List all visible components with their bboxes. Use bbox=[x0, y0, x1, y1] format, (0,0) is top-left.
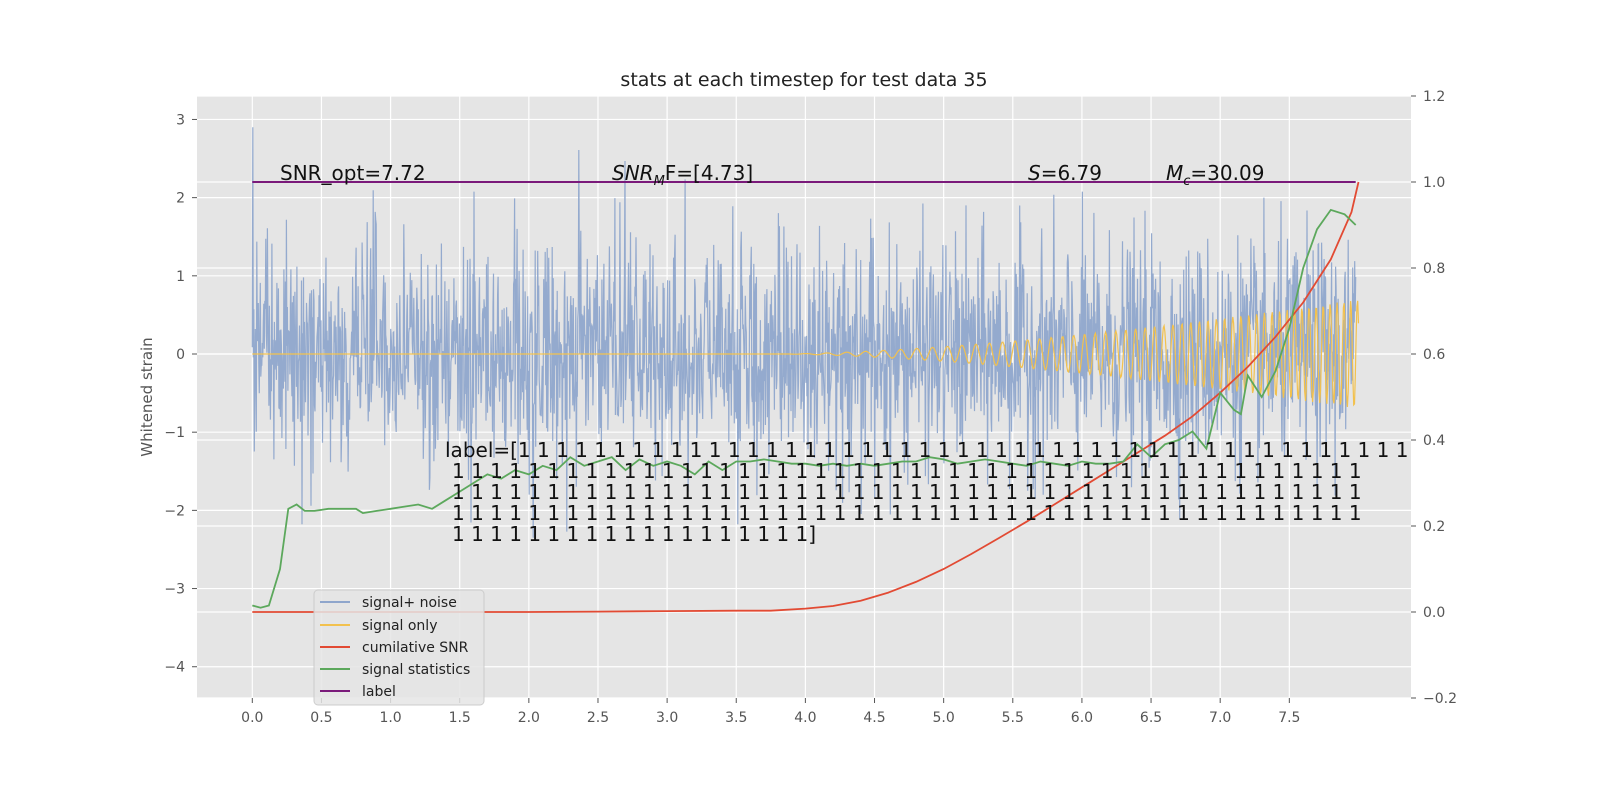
y-axis-right-ticks: −0.2 0.0 0.2 0.4 0.6 0.8 1.0 1.2 bbox=[1411, 89, 1457, 707]
y-tick-label: 2 bbox=[176, 191, 185, 207]
legend-box bbox=[313, 589, 485, 706]
y-tick-label: 0 bbox=[176, 347, 185, 363]
y-tick-label: 1 bbox=[176, 269, 185, 285]
snr-mf-name: SNR bbox=[612, 161, 654, 185]
x-tick-label: 1.0 bbox=[379, 710, 401, 726]
label-array-line: 1 1 1 1 1 1 1 1 1 1 1 1 1 1 1 1 1 1 1 1 … bbox=[452, 480, 1362, 504]
x-tick-label: 0.0 bbox=[241, 710, 263, 726]
chart-title: stats at each timestep for test data 35 bbox=[620, 69, 987, 91]
annotation-snr-mf: SNRMF=[4.73] bbox=[612, 161, 753, 189]
x-tick-label: 7.5 bbox=[1278, 710, 1300, 726]
snr-mf-subscript: M bbox=[654, 174, 665, 189]
legend: signal+ noise signal only cumilative SNR… bbox=[313, 589, 485, 706]
x-tick-label: 4.0 bbox=[794, 710, 816, 726]
annotation-label-array: label=[1 1 1 1 1 1 1 1 1 1 1 1 1 1 1 1 1… bbox=[445, 438, 1408, 546]
label-array-line: label=[1 1 1 1 1 1 1 1 1 1 1 1 1 1 1 1 1… bbox=[445, 438, 1408, 462]
x-tick-label: 2.0 bbox=[518, 710, 540, 726]
series-signal-noise bbox=[251, 127, 1357, 538]
x-tick-label: 3.5 bbox=[725, 710, 747, 726]
x-tick-label: 5.5 bbox=[1002, 710, 1024, 726]
y-right-tick-label: 0.0 bbox=[1423, 605, 1445, 621]
x-tick-label: 6.0 bbox=[1071, 710, 1093, 726]
y-right-tick-label: 0.2 bbox=[1423, 519, 1445, 535]
y-tick-label: 3 bbox=[176, 112, 185, 128]
annotation-mc: Mc=30.09 bbox=[1166, 161, 1264, 189]
x-tick-label: 1.5 bbox=[449, 710, 471, 726]
label-array-line: 1 1 1 1 1 1 1 1 1 1 1 1 1 1 1 1 1 1 1 1 … bbox=[452, 501, 1362, 525]
s-value: =6.79 bbox=[1041, 161, 1102, 185]
series-line-signal-noise bbox=[251, 127, 1357, 538]
legend-label-label: label bbox=[362, 684, 396, 700]
legend-label-signal-statistics: signal statistics bbox=[362, 662, 470, 678]
y-tick-label: −4 bbox=[164, 660, 185, 676]
x-tick-label: 6.5 bbox=[1140, 710, 1162, 726]
series-cumilative-snr bbox=[252, 181, 1360, 613]
y-tick-label: −2 bbox=[164, 503, 185, 519]
x-tick-label: 4.5 bbox=[863, 710, 885, 726]
legend-label-cumilative-snr: cumilative SNR bbox=[362, 640, 469, 656]
x-tick-label: 2.5 bbox=[587, 710, 609, 726]
y-right-tick-label: 1.0 bbox=[1423, 175, 1445, 191]
mc-subscript: c bbox=[1183, 174, 1190, 189]
x-tick-label: 5.0 bbox=[933, 710, 955, 726]
mc-name: M bbox=[1166, 161, 1183, 185]
mc-value: =30.09 bbox=[1190, 161, 1264, 185]
annotation-s: S=6.79 bbox=[1028, 161, 1102, 185]
series-line-signal-statistics bbox=[252, 208, 1357, 609]
y-right-tick-label: 0.8 bbox=[1423, 261, 1445, 277]
series-line-cumilative-snr bbox=[252, 181, 1360, 613]
s-name: S bbox=[1028, 161, 1041, 185]
snr-mf-value: F=[4.73] bbox=[665, 161, 753, 185]
y-axis-ticks: −4 −3 −2 −1 0 1 2 3 bbox=[164, 112, 197, 676]
label-array-line: 1 1 1 1 1 1 1 1 1 1 1 1 1 1 1 1 1 1 1 1 … bbox=[452, 459, 1362, 483]
series-line-signal-only bbox=[252, 300, 1360, 408]
legend-label-signal-only: signal only bbox=[362, 618, 437, 634]
annotation-snr-opt: SNR_opt=7.72 bbox=[280, 161, 426, 185]
y-tick-label: −3 bbox=[164, 582, 185, 598]
y-right-tick-label: 1.2 bbox=[1423, 89, 1445, 105]
y-tick-label: −1 bbox=[164, 425, 185, 441]
x-tick-label: 3.0 bbox=[656, 710, 678, 726]
x-tick-label: 0.5 bbox=[310, 710, 332, 726]
series-signal-only bbox=[252, 300, 1360, 408]
y-right-tick-label: 0.6 bbox=[1423, 347, 1445, 363]
label-array-line: 1 1 1 1 1 1 1 1 1 1 1 1 1 1 1 1 1 1 1] bbox=[452, 522, 816, 546]
series-signal-statistics bbox=[252, 208, 1357, 609]
y-right-tick-label: 0.4 bbox=[1423, 433, 1445, 449]
x-axis-ticks: 0.0 0.5 1.0 1.5 2.0 2.5 3.0 3.5 4.0 4.5 5.0 5.5 6.0 6… bbox=[241, 698, 1300, 726]
y-axis-label: Whitened strain bbox=[138, 337, 156, 456]
y-right-tick-label: −0.2 bbox=[1423, 691, 1457, 707]
x-tick-label: 7.0 bbox=[1209, 710, 1231, 726]
legend-label-signal-noise: signal+ noise bbox=[362, 595, 457, 611]
